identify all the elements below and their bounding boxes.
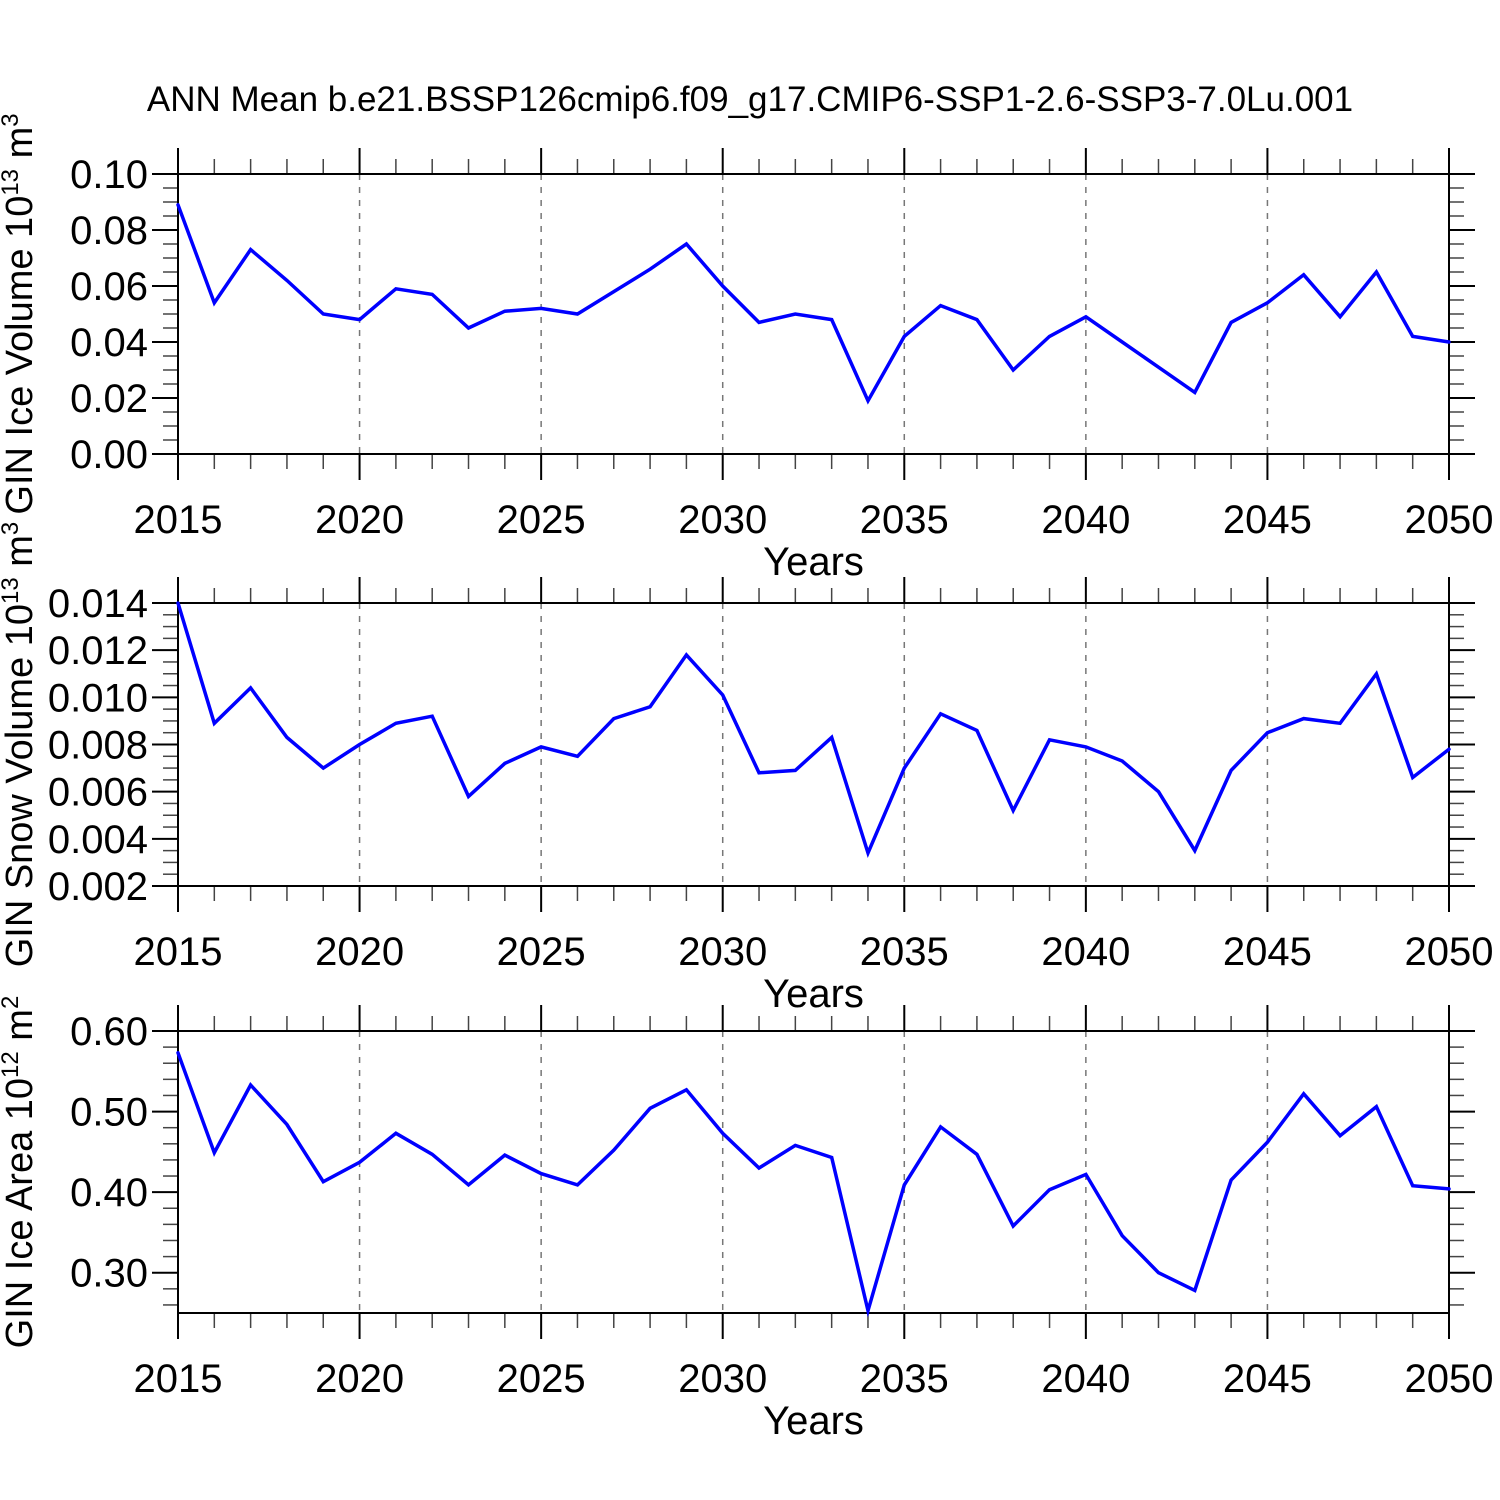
x-tick-label: 2025 (497, 1357, 586, 1401)
x-tick-label: 2020 (315, 498, 404, 542)
y-tick-label: 0.50 (70, 1091, 148, 1135)
data-line (176, 1051, 1451, 1318)
gin-ice-volume-panel: 0.00 0.02 0.04 0.06 0.08 0.10 2015 2020 2025 2030… (0, 113, 1493, 584)
x-tick-label: 2050 (1405, 498, 1494, 542)
y-axis-title: GIN Ice Volume 1013 m3 (0, 113, 41, 514)
y-tick-label: 0.010 (48, 676, 148, 720)
x-tick-label: 2020 (315, 1357, 404, 1401)
y-tick-label: 0.10 (70, 153, 148, 197)
y-tick-label: 0.00 (70, 433, 148, 477)
x-tick-label: 2050 (1405, 930, 1494, 974)
x-tick-label: 2045 (1223, 930, 1312, 974)
y-tick-label: 0.06 (70, 265, 148, 309)
x-tick-label: 2045 (1223, 498, 1312, 542)
data-line (176, 601, 1451, 859)
x-tick-label: 2035 (860, 1357, 949, 1401)
y-tick-label: 0.02 (70, 377, 148, 421)
y-axis-title: GIN Ice Area 1012 m2 (0, 996, 41, 1349)
y-tick-label: 0.30 (70, 1252, 148, 1296)
x-axis-title: Years (763, 972, 864, 1016)
x-tick-label: 2040 (1041, 498, 1130, 542)
x-tick-label: 2015 (134, 930, 223, 974)
x-tick-label: 2015 (134, 498, 223, 542)
x-tick-label: 2045 (1223, 1357, 1312, 1401)
y-axis-title: GIN Snow Volume 1013 m3 (0, 522, 41, 968)
x-tick-label: 2015 (134, 1357, 223, 1401)
x-tick-label: 2020 (315, 930, 404, 974)
x-axis-title: Years (763, 540, 864, 584)
y-tick-label: 0.004 (48, 818, 148, 862)
plot-frame (177, 173, 1450, 455)
x-tick-label: 2030 (678, 1357, 767, 1401)
data-line (176, 203, 1451, 405)
x-tick-label: 2040 (1041, 1357, 1130, 1401)
plot-frame (177, 1030, 1450, 1314)
y-tick-label: 0.60 (70, 1010, 148, 1054)
x-tick-label: 2050 (1405, 1357, 1494, 1401)
y-tick-label: 0.40 (70, 1171, 148, 1215)
y-tick-label: 0.04 (70, 321, 148, 365)
y-tick-label: 0.002 (48, 865, 148, 909)
x-tick-label: 2030 (678, 930, 767, 974)
y-tick-label: 0.08 (70, 209, 148, 253)
x-tick-label: 2025 (497, 498, 586, 542)
x-tick-label: 2035 (860, 930, 949, 974)
y-tick-label: 0.006 (48, 771, 148, 815)
x-axis-title: Years (763, 1399, 864, 1443)
x-tick-label: 2030 (678, 498, 767, 542)
plot-frame (177, 602, 1450, 887)
x-tick-label: 2040 (1041, 930, 1130, 974)
y-tick-label: 0.014 (48, 582, 148, 626)
x-tick-label: 2025 (497, 930, 586, 974)
chart-title: ANN Mean b.e21.BSSP126cmip6.f09_g17.CMIP… (146, 80, 1354, 119)
y-tick-label: 0.008 (48, 724, 148, 768)
gin-ice-area-panel: 0.30 0.40 0.50 0.60 2015 2020 2025 2030 2035 2040… (0, 996, 1493, 1443)
x-tick-label: 2035 (860, 498, 949, 542)
y-tick-label: 0.012 (48, 629, 148, 673)
